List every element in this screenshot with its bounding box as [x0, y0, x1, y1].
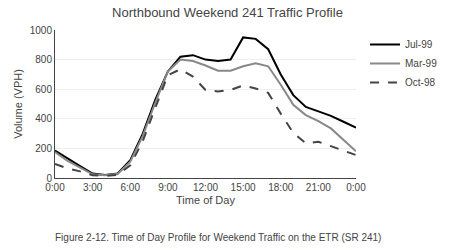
svg-text:12:00: 12:00	[193, 182, 218, 193]
svg-text:0: 0	[46, 173, 52, 184]
svg-text:800: 800	[35, 54, 52, 65]
svg-text:200: 200	[35, 143, 52, 154]
svg-text:Oct-98: Oct-98	[405, 77, 435, 88]
svg-text:Volume (VPH): Volume (VPH)	[12, 69, 24, 139]
svg-text:0:00: 0:00	[346, 182, 366, 193]
svg-text:1000: 1000	[30, 25, 53, 36]
svg-text:18:00: 18:00	[268, 182, 293, 193]
svg-text:9:00: 9:00	[158, 182, 178, 193]
svg-text:400: 400	[35, 113, 52, 124]
svg-text:Jul-99: Jul-99	[405, 39, 433, 50]
svg-text:21:00: 21:00	[306, 182, 331, 193]
svg-text:0:00: 0:00	[45, 182, 65, 193]
svg-text:600: 600	[35, 84, 52, 95]
svg-text:Time of Day: Time of Day	[176, 194, 235, 206]
svg-text:3:00: 3:00	[83, 182, 103, 193]
svg-text:Mar-99: Mar-99	[405, 58, 437, 69]
svg-text:Northbound Weekend 241 Traffic: Northbound Weekend 241 Traffic Profile	[112, 5, 343, 20]
svg-text:6:00: 6:00	[121, 182, 141, 193]
svg-text:15:00: 15:00	[231, 182, 256, 193]
svg-text:Figure 2-12. Time of Day Profi: Figure 2-12. Time of Day Profile for Wee…	[55, 232, 381, 243]
